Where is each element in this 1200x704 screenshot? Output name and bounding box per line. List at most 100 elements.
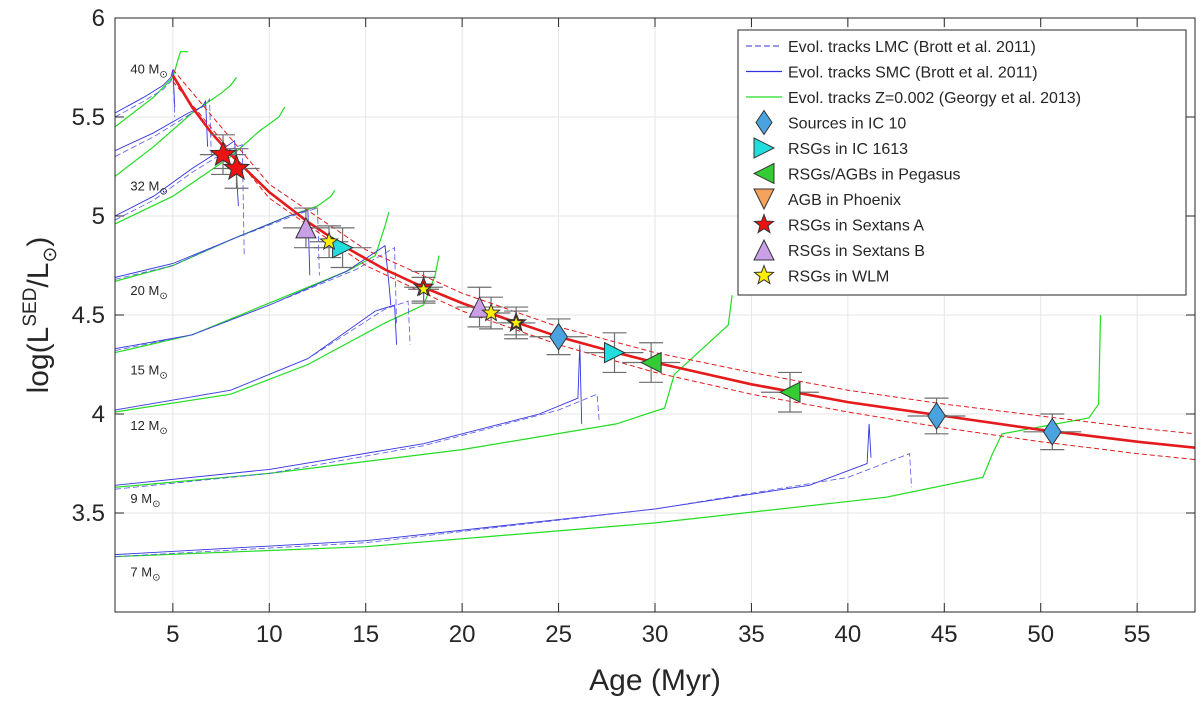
data-point — [927, 401, 946, 431]
mass-label: 12 M⊙ — [130, 418, 167, 437]
legend-label: Sources in IC 10 — [788, 116, 906, 133]
track-smc — [115, 139, 239, 217]
track-smc — [115, 423, 872, 556]
x-axis-title: Age (Myr) — [589, 664, 721, 697]
legend-swatch — [752, 162, 775, 185]
mass-label-value: 32 M — [130, 178, 159, 193]
mass-label-value: 12 M — [130, 418, 159, 433]
x-tick-label: 40 — [835, 621, 862, 648]
legend-label: Evol. tracks LMC (Brott et al. 2011) — [788, 39, 1036, 56]
mass-label-value: 40 M — [130, 61, 159, 76]
y-tick-label: 5 — [92, 203, 105, 230]
legend-label: Evol. tracks Z=0.002 (Georgy et al. 2013… — [788, 90, 1081, 107]
fit-lower-bound — [172, 81, 1195, 460]
legend-swatch — [753, 213, 775, 234]
x-tick-label: 20 — [449, 621, 476, 648]
data-point — [481, 302, 501, 322]
legend-swatch — [753, 238, 775, 261]
data-point — [415, 280, 432, 297]
x-tick-label: 55 — [1124, 621, 1151, 648]
legend-label: RSGs/AGBs in Pegasus — [788, 167, 961, 184]
y-tick-label: 3.5 — [72, 500, 105, 527]
y-tick-label: 6 — [92, 5, 105, 32]
mass-label: 9 M⊙ — [130, 491, 160, 510]
legend-swatch — [753, 264, 775, 285]
track-z0002 — [115, 314, 1102, 558]
mass-label: 20 M⊙ — [130, 283, 167, 302]
evolutionary-tracks — [115, 51, 1102, 558]
track-lmc — [115, 207, 320, 280]
track-z0002 — [115, 295, 733, 488]
mass-label-sun: ⊙ — [159, 370, 167, 381]
mass-label-sun: ⊙ — [159, 69, 167, 80]
mass-label-value: 15 M — [130, 362, 159, 377]
data-point — [1042, 417, 1062, 446]
y-axis-title-sub: ⊙ — [40, 247, 61, 263]
x-tick-label: 25 — [545, 621, 572, 648]
data-points — [209, 140, 1062, 446]
mass-label: 32 M⊙ — [130, 178, 167, 197]
x-tick-label: 10 — [256, 621, 283, 648]
legend-label: AGB in Phoenix — [788, 192, 901, 209]
y-axis-title: log(LSED/L⊙) — [20, 237, 61, 394]
legend-label: RSGs in WLM — [788, 269, 889, 286]
legend-swatch — [755, 109, 773, 136]
data-point — [778, 381, 801, 404]
data-point — [319, 231, 339, 251]
mass-labels: 40 M⊙32 M⊙20 M⊙15 M⊙12 M⊙9 M⊙7 M⊙ — [130, 61, 167, 583]
track-smc — [115, 304, 398, 411]
track-lmc — [115, 144, 245, 256]
y-tick-label: 5.5 — [72, 104, 105, 131]
y-axis-title-close: ) — [22, 237, 55, 247]
track-lmc — [115, 453, 912, 557]
x-tick-label: 45 — [931, 621, 958, 648]
legend-label: RSGs in IC 1613 — [788, 141, 908, 158]
mass-label-sun: ⊙ — [152, 572, 160, 583]
track-z0002 — [115, 51, 189, 128]
legend-swatch — [753, 188, 775, 211]
x-tick-label: 50 — [1027, 621, 1054, 648]
data-point — [640, 351, 662, 374]
track-z0002 — [115, 106, 286, 225]
legend-swatch — [753, 137, 776, 159]
track-smc — [115, 244, 392, 350]
y-axis-title-sep: /L — [22, 263, 55, 288]
data-point — [222, 154, 251, 181]
mass-label: 40 M⊙ — [130, 61, 167, 80]
mass-label-sun: ⊙ — [152, 499, 160, 510]
track-lmc — [115, 247, 397, 351]
x-tick-label: 15 — [352, 621, 379, 648]
mass-label-value: 20 M — [130, 283, 159, 298]
track-lmc — [115, 97, 212, 157]
y-tick-label: 4 — [92, 401, 105, 428]
data-point — [508, 314, 525, 330]
y-axis-title-sup: SED — [20, 288, 41, 327]
mass-label: 7 M⊙ — [130, 564, 160, 583]
legend-label: RSGs in Sextans A — [788, 218, 924, 235]
legend-label: Evol. tracks SMC (Brott et al. 2011) — [788, 65, 1038, 82]
track-lmc — [115, 73, 176, 118]
track-smc — [115, 344, 583, 486]
legend: Evol. tracks LMC (Brott et al. 2011) Evol… — [737, 29, 1187, 296]
mass-label-sun: ⊙ — [159, 291, 167, 302]
track-z0002 — [115, 77, 237, 177]
mass-label-sun: ⊙ — [159, 186, 167, 197]
mass-label: 15 M⊙ — [130, 362, 167, 381]
data-point — [549, 322, 568, 351]
y-tick-label: 4.5 — [72, 302, 105, 329]
legend-label: RSGs in Sextans B — [788, 243, 925, 260]
legend-box — [737, 29, 1187, 296]
x-tick-label: 5 — [166, 621, 179, 648]
data-point — [604, 341, 626, 364]
track-z0002 — [115, 255, 440, 413]
track-lmc — [115, 393, 600, 490]
mass-label-sun: ⊙ — [159, 426, 167, 437]
axis-ticks: 5 10 15 20 25 30 35 40 45 50 55 3.5 4 4.5 5 5.5 6 — [72, 5, 1195, 648]
data-point — [209, 140, 237, 167]
x-tick-label: 30 — [642, 621, 669, 648]
y-axis-title-main: log(L — [22, 327, 55, 394]
mass-label-value: 9 M — [130, 491, 152, 506]
mass-label-value: 7 M — [130, 564, 152, 579]
track-lmc — [115, 300, 411, 411]
